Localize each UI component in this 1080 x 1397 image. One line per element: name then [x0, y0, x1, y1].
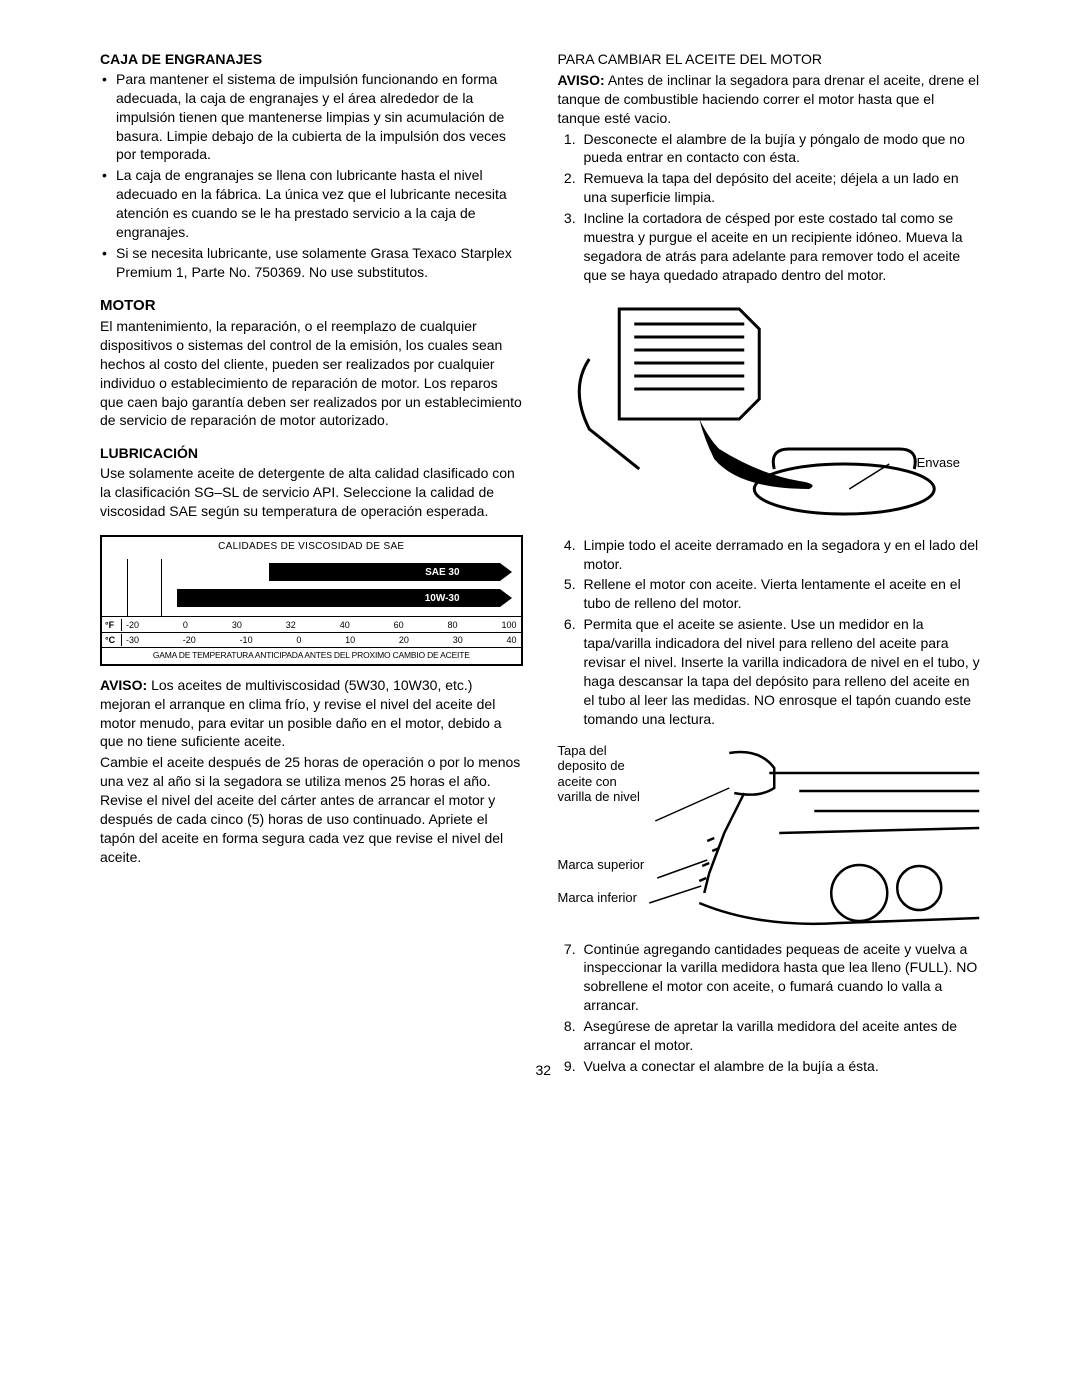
unit-f: °F: [102, 619, 122, 631]
bar-sae30-label: SAE 30: [425, 566, 459, 580]
tapa-label: Tapa del deposito de aceite con varilla …: [558, 743, 653, 805]
aviso-label: AVISO:: [100, 677, 147, 693]
marca-inferior-label: Marca inferior: [558, 891, 637, 906]
step: Incline la cortadora de césped por este …: [580, 209, 981, 285]
motor-heading: MOTOR: [100, 296, 523, 316]
chart-title: CALIDADES DE VISCOSIDAD DE SAE: [102, 537, 521, 560]
envase-label: Envase: [917, 454, 960, 472]
cambie-paragraph: Cambie el aceite después de 25 horas de …: [100, 753, 523, 866]
unit-c: °C: [102, 634, 122, 646]
lubricacion-body: Use solamente aceite de detergente de al…: [100, 464, 523, 521]
left-column: CAJA DE ENGRANAJES Para mantener el sist…: [100, 50, 523, 1078]
chart-scales: °F -20 0 30 32 40 60 80 100 °C: [102, 617, 521, 647]
step: Vuelva a conectar el alambre de la bujía…: [580, 1057, 981, 1076]
steps-4-6: Limpie todo el aceite derramado en la se…: [558, 536, 981, 729]
f-ticks: -20 0 30 32 40 60 80 100: [122, 619, 521, 631]
caja-heading: CAJA DE ENGRANAJES: [100, 50, 523, 69]
bar-10w30-label: 10W-30: [425, 592, 460, 606]
lubricacion-heading: LUBRICACIÓN: [100, 444, 523, 463]
step: Rellene el motor con aceite. Vierta lent…: [580, 575, 981, 613]
marca-superior-label: Marca superior: [558, 858, 645, 873]
aviso-right-body: Antes de inclinar la segadora para drena…: [558, 72, 980, 126]
step: Limpie todo el aceite derramado en la se…: [580, 536, 981, 574]
bar-10w30: 10W-30: [177, 589, 499, 607]
step: Continúe agregando cantidades pequeas de…: [580, 940, 981, 1016]
right-column: PARA CAMBIAR EL ACEITE DEL MOTOR AVISO: …: [558, 50, 981, 1078]
caja-bullets: Para mantener el sistema de impulsión fu…: [100, 70, 523, 282]
chart-bars: SAE 30 10W-30: [102, 559, 521, 617]
caja-bullet: Para mantener el sistema de impulsión fu…: [100, 70, 523, 164]
step: Desconecte el alambre de la bujía y póng…: [580, 130, 981, 168]
step: Asegúrese de apretar la varilla medidora…: [580, 1017, 981, 1055]
dipstick-illustration: Tapa del deposito de aceite con varilla …: [558, 743, 981, 928]
page-columns: CAJA DE ENGRANAJES Para mantener el sist…: [100, 50, 980, 1078]
caja-bullet: La caja de engranajes se llena con lubri…: [100, 166, 523, 242]
page-number: 32: [536, 1061, 552, 1080]
oil-drain-illustration: Envase: [558, 299, 981, 524]
steps-7-9: Continúe agregando cantidades pequeas de…: [558, 940, 981, 1076]
step: Permita que el aceite se asiente. Use un…: [580, 615, 981, 728]
steps-1-3: Desconecte el alambre de la bujía y póng…: [558, 130, 981, 285]
aviso-paragraph: AVISO: Los aceites de multiviscosidad (5…: [100, 676, 523, 752]
caja-bullet: Si se necesita lubricante, use solamente…: [100, 244, 523, 282]
para-cambiar-heading: PARA CAMBIAR EL ACEITE DEL MOTOR: [558, 50, 981, 69]
aviso-right-label: AVISO:: [558, 72, 605, 88]
viscosity-chart: CALIDADES DE VISCOSIDAD DE SAE SAE 30 10…: [100, 535, 523, 666]
chart-footer: GAMA DE TEMPERATURA ANTICIPADA ANTES DEL…: [102, 647, 521, 663]
step: Remueva la tapa del depósito del aceite;…: [580, 169, 981, 207]
aviso-right: AVISO: Antes de inclinar la segadora par…: [558, 71, 981, 128]
bar-sae30: SAE 30: [269, 563, 499, 581]
c-ticks: -30 -20 -10 0 10 20 30 40: [122, 634, 521, 646]
motor-body: El mantenimiento, la reparación, o el re…: [100, 317, 523, 430]
aviso-body: Los aceites de multiviscosidad (5W30, 10…: [100, 677, 502, 750]
